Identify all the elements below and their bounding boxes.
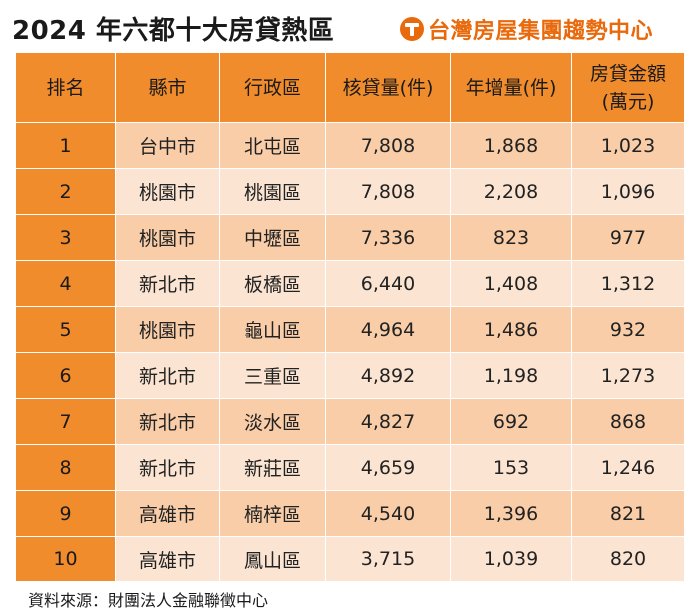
rank-cell: 3 (15, 214, 116, 261)
city-cell: 新北市 (115, 398, 220, 445)
header-growth: 年增量(件) (450, 52, 572, 123)
amount-cell: 1,312 (571, 260, 685, 307)
growth-cell: 1,396 (450, 490, 572, 537)
amount-cell: 1,246 (571, 444, 685, 491)
district-cell: 桃園區 (219, 168, 326, 215)
loans-cell-highlight: 7,808 (325, 122, 451, 169)
growth-cell: 692 (450, 398, 572, 445)
table-row: 4 新北市 板橋區 6,440 1,408 1,312 (15, 260, 685, 307)
header-rank: 排名 (15, 52, 116, 123)
loans-cell: 6,440 (325, 260, 451, 307)
amount-cell: 1,273 (571, 352, 685, 399)
growth-cell: 1,039 (450, 536, 572, 582)
table-row: 8 新北市 新莊區 4,659 153 1,246 (15, 444, 685, 491)
table-row: 5 桃園市 龜山區 4,964 1,486 932 (15, 306, 685, 353)
loans-cell: 4,659 (325, 444, 451, 491)
growth-cell: 1,868 (450, 122, 572, 169)
district-cell: 北屯區 (219, 122, 326, 169)
housing-loan-table: 排名 縣市 行政區 核貸量(件) 年增量(件) 房貸金額 (萬元) 1 台中市 … (15, 52, 685, 582)
brand-name: 台灣房屋集團趨勢中心 (428, 19, 654, 44)
growth-cell: 1,486 (450, 306, 572, 353)
district-cell: 新莊區 (219, 444, 326, 491)
loans-cell: 4,892 (325, 352, 451, 399)
page-title: 2024 年六都十大房貸熱區 (12, 16, 335, 46)
loans-cell: 7,808 (325, 168, 451, 215)
district-cell: 鳳山區 (219, 536, 326, 582)
table-row: 9 高雄市 楠梓區 4,540 1,396 821 (15, 490, 685, 537)
loans-cell: 4,964 (325, 306, 451, 353)
district-cell: 板橋區 (219, 260, 326, 307)
growth-cell: 153 (450, 444, 572, 491)
amount-cell: 932 (571, 306, 685, 353)
city-cell: 新北市 (115, 352, 220, 399)
header-loans: 核貸量(件) (325, 52, 451, 123)
loans-cell: 3,715 (325, 536, 451, 582)
table-row: 6 新北市 三重區 4,892 1,198 1,273 (15, 352, 685, 399)
loans-cell: 4,540 (325, 490, 451, 537)
loans-cell: 4,827 (325, 398, 451, 445)
city-cell: 高雄市 (115, 536, 220, 582)
table-row: 7 新北市 淡水區 4,827 692 868 (15, 398, 685, 445)
table-row: 2 桃園市 桃園區 7,808 2,208 1,096 (15, 168, 685, 215)
loans-cell: 7,336 (325, 214, 451, 261)
rank-cell: 2 (15, 168, 116, 215)
city-cell: 桃園市 (115, 168, 220, 215)
amount-cell: 1,023 (571, 122, 685, 169)
brand: 台灣房屋集團趨勢中心 (400, 14, 653, 44)
growth-cell: 1,198 (450, 352, 572, 399)
amount-cell: 821 (571, 490, 685, 537)
rank-cell: 9 (15, 490, 116, 537)
city-cell: 新北市 (115, 444, 220, 491)
city-cell: 台中市 (115, 122, 220, 169)
growth-cell-highlight: 2,208 (450, 168, 572, 215)
city-cell: 新北市 (115, 260, 220, 307)
header-district: 行政區 (219, 52, 326, 123)
rank-cell: 10 (15, 536, 116, 582)
rank-cell: 4 (15, 260, 116, 307)
district-cell: 三重區 (219, 352, 326, 399)
growth-cell: 1,408 (450, 260, 572, 307)
data-source-note: 資料來源：財團法人金融聯徵中心 (28, 591, 269, 610)
city-cell: 高雄市 (115, 490, 220, 537)
district-cell: 中壢區 (219, 214, 326, 261)
header-amount-unit: (萬元) (601, 90, 655, 113)
city-cell: 桃園市 (115, 306, 220, 353)
table-row: 3 桃園市 中壢區 7,336 823 977 (15, 214, 685, 261)
district-cell: 淡水區 (219, 398, 326, 445)
rank-cell: 6 (15, 352, 116, 399)
header: 2024 年六都十大房貸熱區 台灣房屋集團趨勢中心 (0, 0, 700, 50)
amount-cell: 977 (571, 214, 685, 261)
rank-cell: 5 (15, 306, 116, 353)
rank-cell: 1 (15, 122, 116, 169)
district-cell: 龜山區 (219, 306, 326, 353)
header-amount-label: 房貸金額 (589, 62, 666, 85)
growth-cell: 823 (450, 214, 572, 261)
amount-cell: 820 (571, 536, 685, 582)
tw-house-logo-icon (400, 17, 424, 41)
amount-cell: 1,096 (571, 168, 685, 215)
table-row: 10 高雄市 鳳山區 3,715 1,039 820 (15, 536, 685, 582)
amount-cell: 868 (571, 398, 685, 445)
table-row: 1 台中市 北屯區 7,808 1,868 1,023 (15, 122, 685, 169)
city-cell: 桃園市 (115, 214, 220, 261)
district-cell: 楠梓區 (219, 490, 326, 537)
header-amount: 房貸金額 (萬元) (571, 52, 685, 123)
rank-cell: 8 (15, 444, 116, 491)
rank-cell: 7 (15, 398, 116, 445)
table-header-row: 排名 縣市 行政區 核貸量(件) 年增量(件) 房貸金額 (萬元) (15, 52, 685, 123)
header-city: 縣市 (115, 52, 220, 123)
